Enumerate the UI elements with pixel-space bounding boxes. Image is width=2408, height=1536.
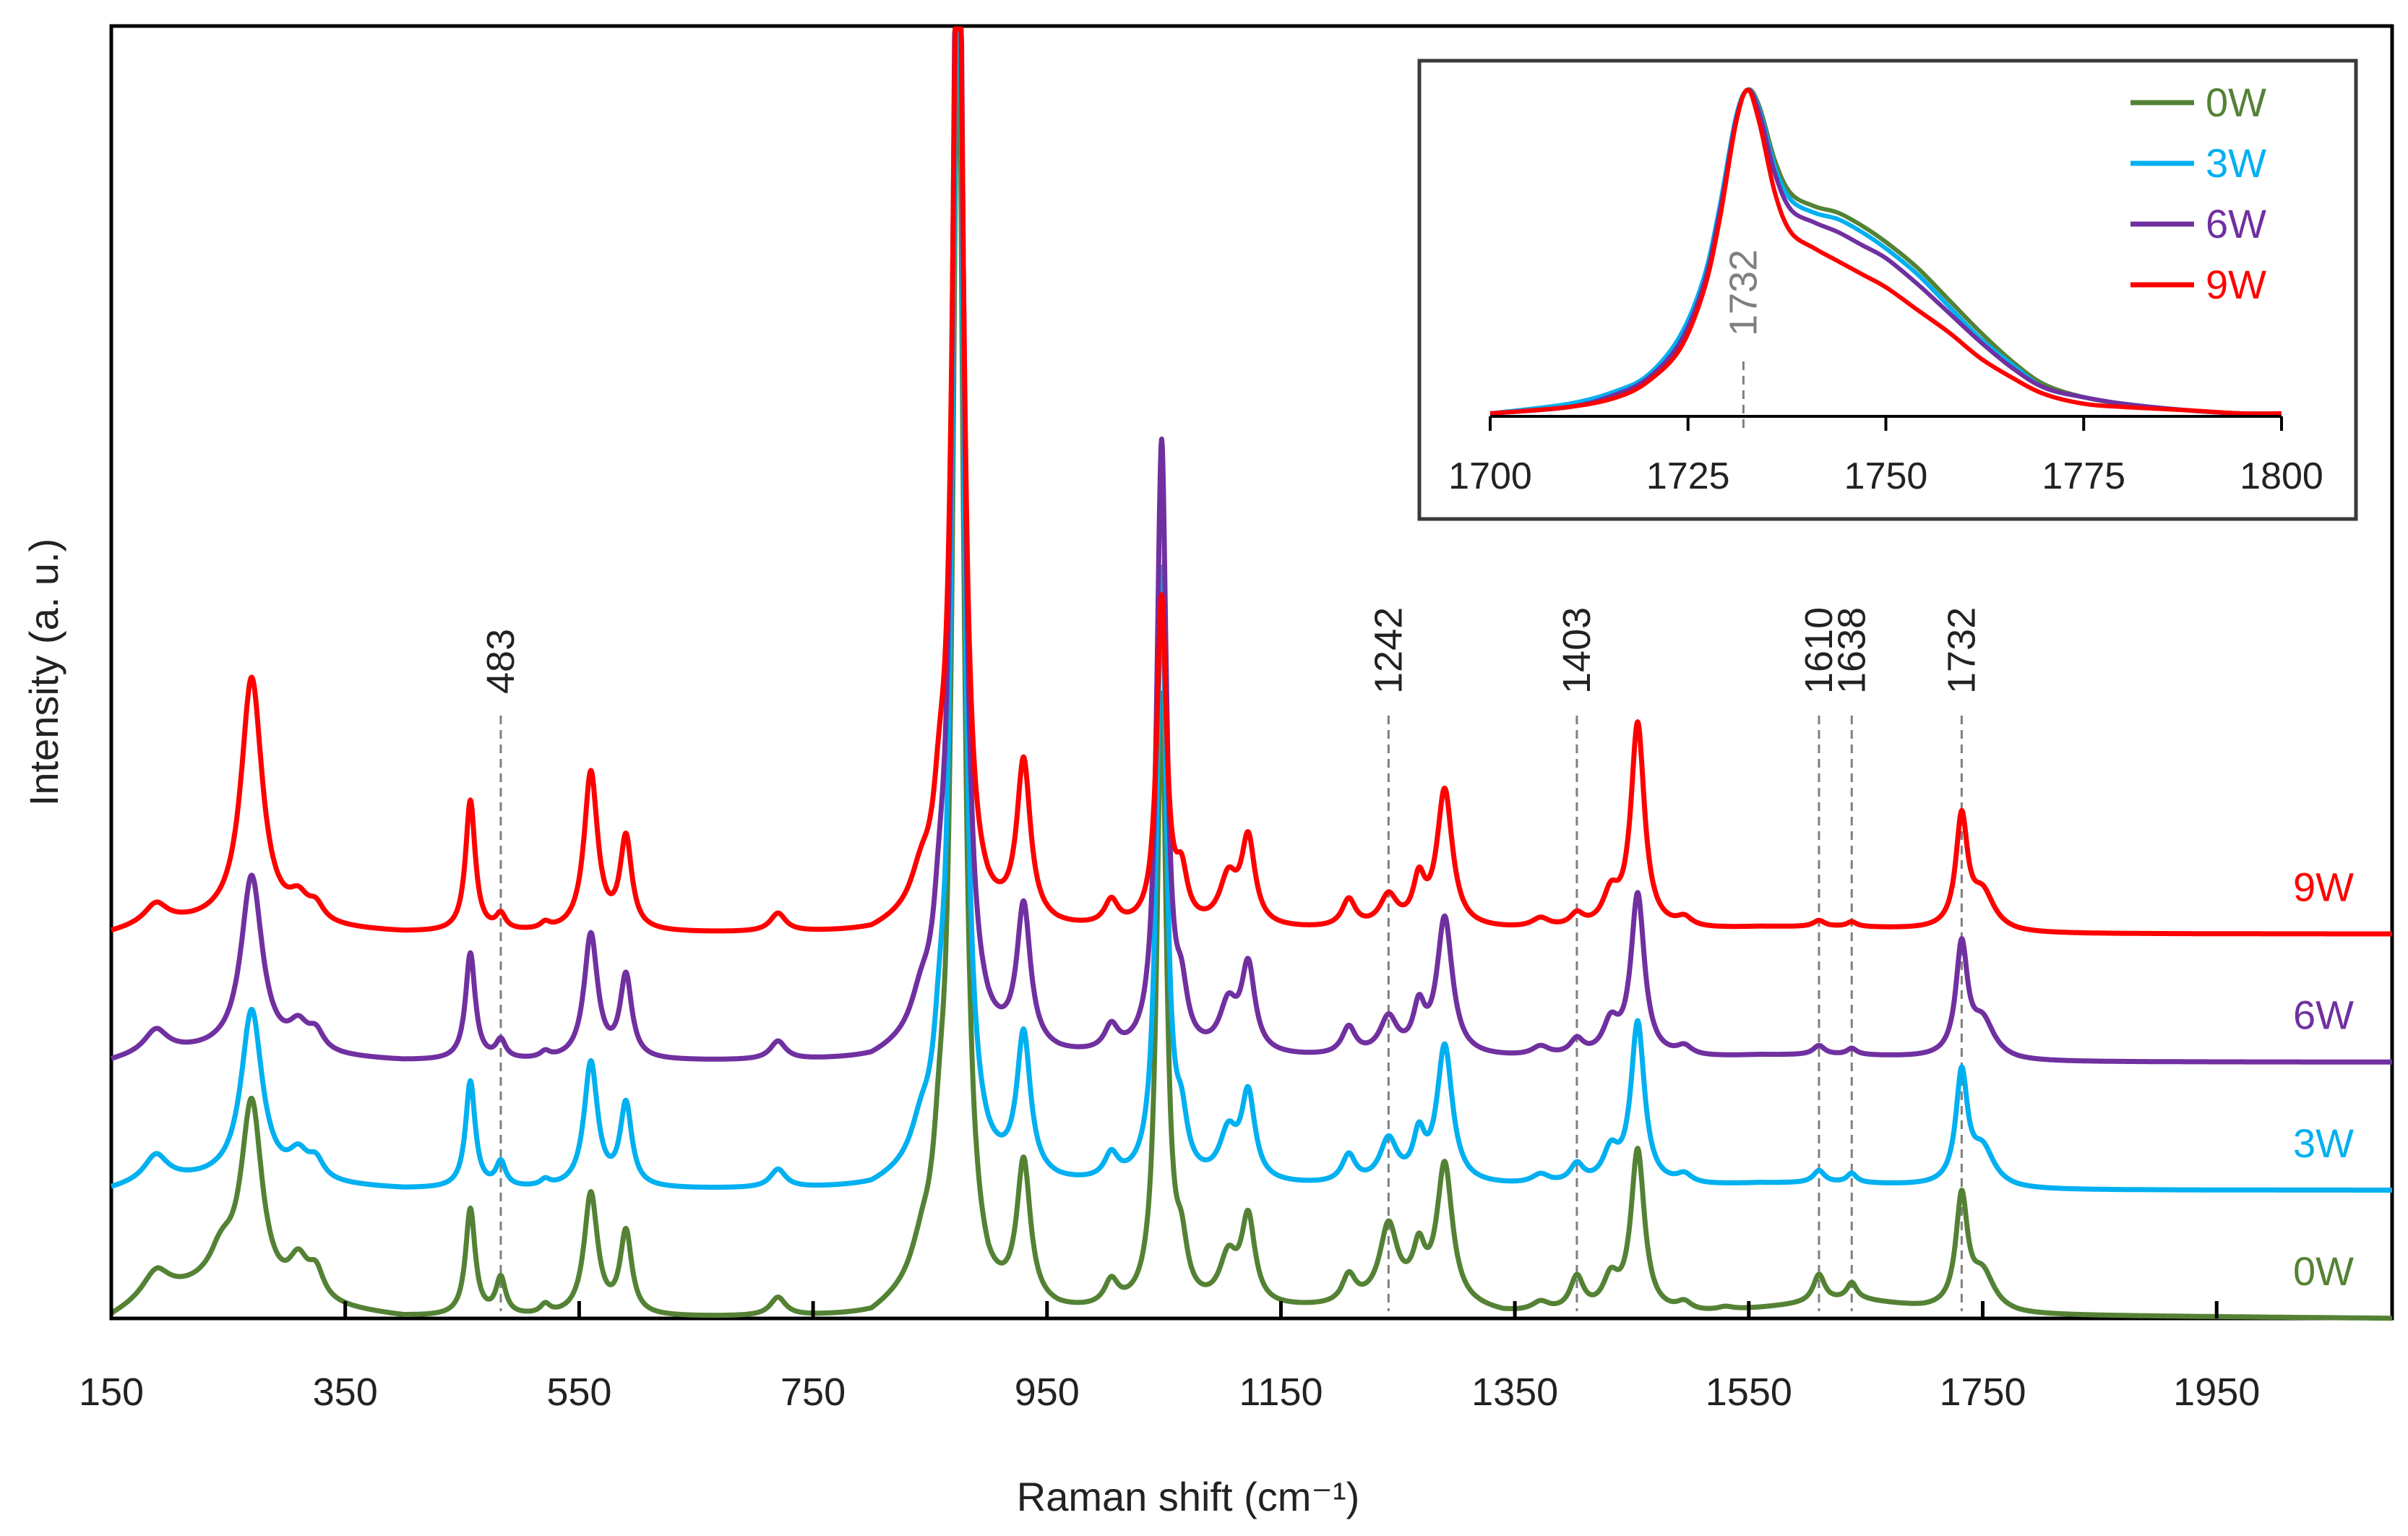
- legend-label-0W: 0W: [2206, 80, 2266, 125]
- annotation-label-483: 483: [479, 629, 523, 694]
- series-label-6W: 6W: [2293, 992, 2354, 1038]
- inset-series-line-6W: [1489, 87, 2282, 416]
- x-tick-label: 950: [1015, 1370, 1080, 1414]
- series-label-9W: 9W: [2293, 864, 2354, 909]
- x-tick-label: 550: [546, 1370, 611, 1414]
- x-axis-label: Raman shift (cm⁻¹): [1017, 1474, 1360, 1519]
- inset-chart: 1732 1700 1725 1750 1775 1800 0W 3W 6W 9W: [1417, 59, 2358, 521]
- inset-x-tick-label: 1725: [1646, 455, 1730, 497]
- series-line-9W: [109, 26, 2394, 937]
- x-tick-label: 1550: [1706, 1370, 1792, 1414]
- inset-legend: 0W 3W 6W 9W: [2130, 80, 2266, 307]
- y-axis-label: Intensity (a. u.): [21, 539, 66, 806]
- series-line-3W: [109, 26, 2394, 1193]
- annotation-label-1403: 1403: [1555, 607, 1599, 694]
- inset-spectra: [1489, 87, 2282, 416]
- spectra-series: [109, 26, 2394, 1321]
- legend-label-9W: 9W: [2206, 262, 2266, 307]
- annotation-label-1732: 1732: [1940, 607, 1983, 694]
- series-label-3W: 3W: [2293, 1120, 2354, 1166]
- series-line-6W: [109, 26, 2394, 1065]
- plot-frame: [109, 24, 2394, 1321]
- annotation-label-1242: 1242: [1367, 607, 1410, 694]
- inset-x-tick-label: 1750: [1844, 455, 1928, 497]
- x-tick-label: 150: [79, 1370, 144, 1414]
- x-tick-label: 1350: [1471, 1370, 1558, 1414]
- x-tick-label: 350: [313, 1370, 378, 1414]
- annotation-label-1638: 1638: [1830, 607, 1873, 694]
- annotation-label-1610: 1610: [1797, 607, 1841, 694]
- inset-annotation-label: 1732: [1721, 249, 1765, 336]
- inset-series-line-9W: [1489, 87, 2282, 416]
- inset-x-tick-label: 1775: [2042, 455, 2125, 497]
- series-labels: 0W 3W 6W 9W: [2293, 864, 2354, 1294]
- inset-x-tick-label: 1700: [1448, 455, 1532, 497]
- inset-annotation: 1732: [1721, 249, 1765, 429]
- inset-x-tick-label: 1800: [2240, 455, 2323, 497]
- x-tick-label: 750: [781, 1370, 846, 1414]
- inset-x-axis: 1700 1725 1750 1775 1800: [1448, 415, 2323, 497]
- x-tick-label: 1150: [1239, 1370, 1323, 1414]
- series-line-0W: [109, 26, 2394, 1321]
- legend-label-3W: 3W: [2206, 140, 2266, 186]
- x-tick-label: 1750: [1939, 1370, 2026, 1414]
- series-label-0W: 0W: [2293, 1248, 2354, 1294]
- legend-label-6W: 6W: [2206, 201, 2266, 246]
- x-tick-label: 1950: [2173, 1370, 2260, 1414]
- x-axis-ticks: 150 350 550 750 950 1150 1350 1550 1750 1950: [79, 1301, 2260, 1414]
